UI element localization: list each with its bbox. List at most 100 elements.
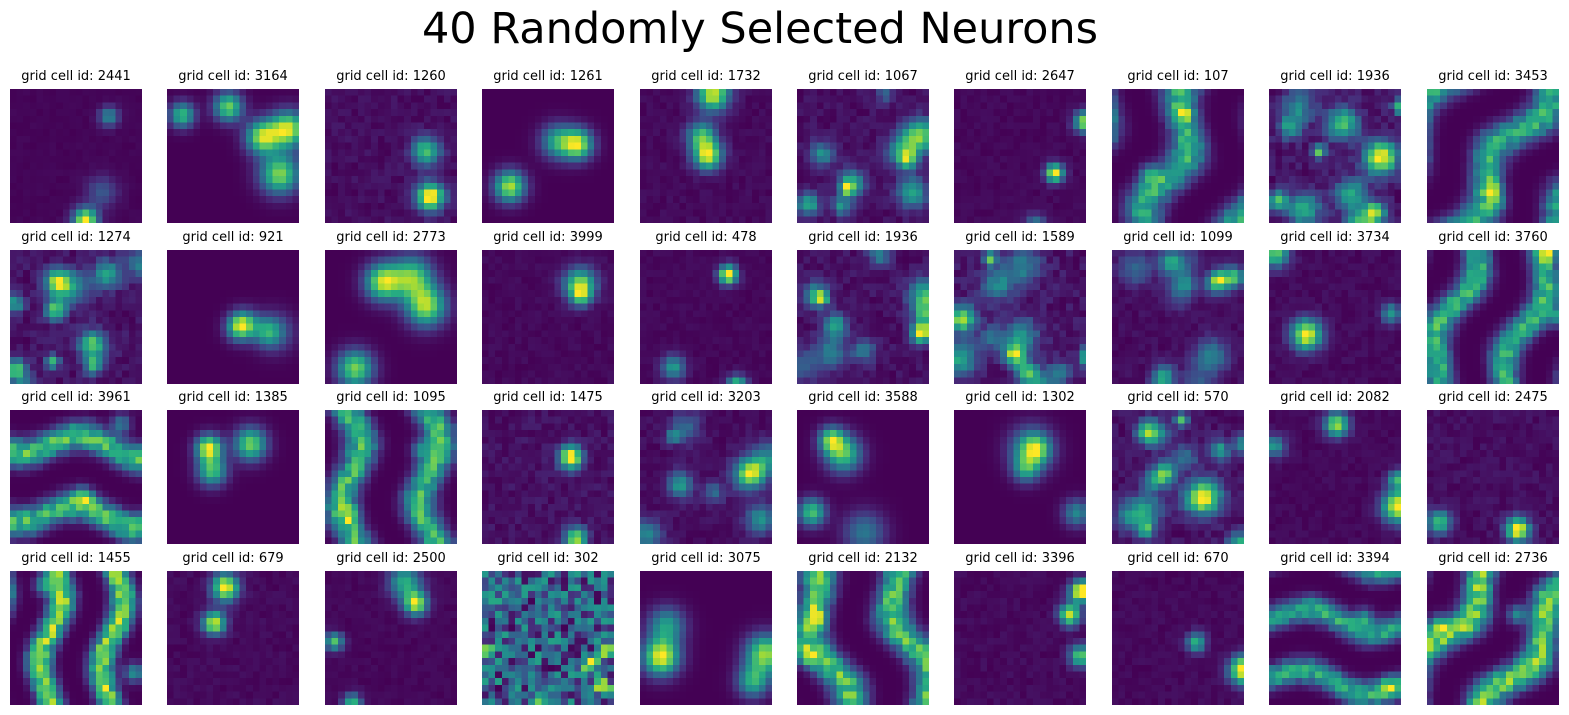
heatmap-cell <box>246 330 253 338</box>
heatmap-cell <box>1211 135 1218 143</box>
heatmap-cell <box>659 115 667 123</box>
heatmap-cell <box>404 129 411 137</box>
heatmap-cell <box>1118 122 1126 130</box>
heatmap-cell <box>823 156 831 163</box>
heatmap-cell <box>1308 102 1316 110</box>
heatmap-cell <box>548 95 555 103</box>
heatmap-cell <box>351 95 359 103</box>
heatmap-cell <box>1368 182 1375 190</box>
heatmap-cell <box>1269 176 1276 183</box>
heatmap-cell <box>1394 196 1401 204</box>
heatmap-cell <box>1072 182 1080 190</box>
heatmap-cell <box>1348 169 1355 177</box>
heatmap-cell <box>659 196 667 204</box>
heatmap-cell <box>816 176 824 183</box>
heatmap-cell <box>397 276 405 284</box>
heatmap-cell <box>706 182 713 190</box>
heatmap-cell <box>653 189 660 197</box>
heatmap-cell <box>49 296 57 304</box>
heatmap-cell <box>1059 162 1067 170</box>
heatmap-cell <box>226 156 234 163</box>
heatmap-cell <box>1230 196 1238 204</box>
heatmap-cell <box>430 149 438 157</box>
heatmap-cell <box>1046 129 1054 137</box>
heatmap-cell <box>233 169 240 177</box>
heatmap-cell <box>1295 102 1303 110</box>
heatmap-cell <box>239 343 247 351</box>
heatmap-cell <box>1479 142 1487 150</box>
heatmap-cell <box>285 377 293 384</box>
heatmap-cell <box>364 270 372 277</box>
heatmap-cell <box>56 189 63 197</box>
heatmap-cell <box>404 296 411 304</box>
heatmap-cell <box>219 95 227 103</box>
heatmap-cell <box>233 176 240 183</box>
heatmap-cell <box>1164 202 1172 210</box>
heatmap-cell <box>49 283 57 291</box>
heatmap-cell <box>554 176 562 183</box>
heatmap-cell <box>384 263 392 271</box>
heatmap-cell <box>410 142 418 150</box>
heatmap-cell <box>1288 209 1296 217</box>
heatmap-cell <box>424 182 431 190</box>
heatmap-cell <box>567 216 575 223</box>
heatmap-cell <box>450 283 457 291</box>
heatmap-cell <box>515 162 522 170</box>
heatmap-cell <box>43 115 50 123</box>
heatmap-cell <box>49 256 57 264</box>
heatmap-cell <box>272 176 280 183</box>
heatmap-cell <box>876 182 883 190</box>
heatmap-cell <box>1033 189 1040 197</box>
heatmap-cell <box>739 196 746 204</box>
heatmap-cell <box>364 169 372 177</box>
heatmap-cell <box>338 250 345 257</box>
heatmap-cell <box>36 256 44 264</box>
heatmap-cell <box>1315 156 1322 163</box>
heatmap-cell <box>1466 182 1474 190</box>
heatmap-cell <box>259 95 267 103</box>
heatmap-cell <box>1118 149 1126 157</box>
heatmap-cell <box>1013 216 1021 223</box>
heatmap-cell <box>594 89 601 96</box>
heatmap-cell <box>869 162 877 170</box>
heatmap-cell <box>338 296 345 304</box>
heatmap-cell <box>1217 115 1225 123</box>
heatmap-cell <box>515 122 522 130</box>
heatmap-cell <box>344 156 352 163</box>
heatmap-cell <box>443 162 451 170</box>
heatmap-cell <box>653 129 660 137</box>
heatmap-cell <box>752 109 759 116</box>
heatmap-cell <box>882 156 890 163</box>
heatmap-cell <box>1479 109 1487 116</box>
heatmap-cell <box>548 202 555 210</box>
heatmap-cell <box>424 102 431 110</box>
heatmap-cell <box>384 202 392 210</box>
heatmap-cell <box>1066 129 1073 137</box>
heatmap-cell <box>1026 129 1034 137</box>
heatmap-cell <box>765 216 772 223</box>
heatmap-cell <box>331 176 339 183</box>
heatmap-cell <box>1033 196 1040 204</box>
heatmap-cell <box>69 89 77 96</box>
heatmap-cell <box>430 142 438 150</box>
heatmap-cell <box>292 202 299 210</box>
heatmap-cell <box>1519 209 1527 217</box>
heatmap-cell <box>725 189 733 197</box>
heatmap-cell <box>863 109 870 116</box>
heatmap-cell <box>180 323 187 331</box>
heatmap-cell <box>882 202 890 210</box>
heatmap-cell <box>1191 129 1198 137</box>
heatmap-cell <box>1275 182 1283 190</box>
heatmap-cell <box>62 216 70 223</box>
heatmap-cell <box>437 270 444 277</box>
heatmap-cell <box>272 283 280 291</box>
heatmap-cell <box>1493 216 1500 223</box>
heatmap-cell <box>391 202 398 210</box>
heatmap-cell <box>437 176 444 183</box>
heatmap-cell <box>987 169 994 177</box>
heatmap-cell <box>1125 135 1132 143</box>
heatmap-cell <box>29 250 37 257</box>
heatmap-cell <box>173 102 181 110</box>
heatmap-cell <box>1112 162 1119 170</box>
heatmap-cell <box>430 270 438 277</box>
